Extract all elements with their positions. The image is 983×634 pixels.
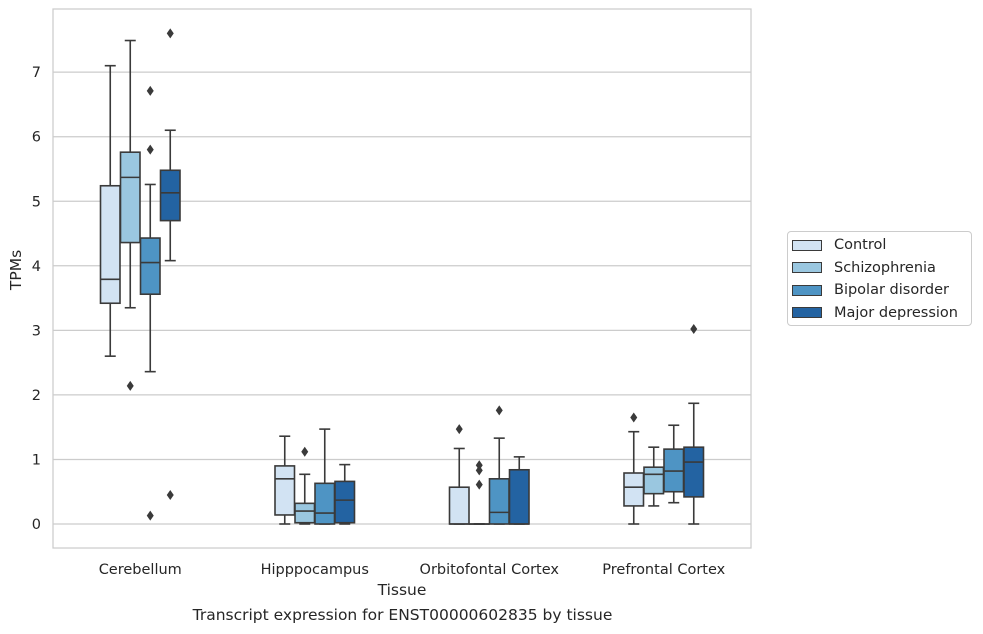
box-control-hipppocampus xyxy=(274,435,296,525)
y-tick-label-3: 3 xyxy=(32,323,41,339)
box-control-cerebellum xyxy=(99,64,121,357)
y-axis-label: TPMs xyxy=(7,250,25,291)
box-major-depression-prefrontal-cortex xyxy=(683,324,705,525)
box-bipolar-disorder-cerebellum xyxy=(139,85,161,521)
box-bipolar-disorder-cerebellum-outlier-1 xyxy=(146,144,154,155)
box-schizophrenia-prefrontal-cortex-iqr xyxy=(643,466,665,495)
box-control-prefrontal-cortex-outlier-0 xyxy=(630,412,638,423)
box-schizophrenia-prefrontal-cortex xyxy=(643,446,665,507)
box-major-depression-orbitofontal-cortex xyxy=(508,456,530,525)
box-schizophrenia-cerebellum-iqr xyxy=(119,151,141,244)
box-major-depression-prefrontal-cortex-iqr xyxy=(683,446,705,498)
box-schizophrenia-orbitofontal-cortex-outlier-0 xyxy=(475,479,483,490)
legend-label-bipolar-disorder: Bipolar disorder xyxy=(834,282,949,298)
y-tick-label-7: 7 xyxy=(32,65,41,81)
x-tick-label-hipppocampus: Hipppocampus xyxy=(261,562,369,578)
legend-swatch-bipolar-disorder xyxy=(792,284,822,296)
legend-item-control: Control xyxy=(792,235,886,255)
x-tick-label-cerebellum: Cerebellum xyxy=(99,562,182,578)
y-tick-label-2: 2 xyxy=(32,388,41,404)
legend-item-major-depression: Major depression xyxy=(792,303,958,323)
box-major-depression-cerebellum xyxy=(159,28,181,500)
box-bipolar-disorder-orbitofontal-cortex xyxy=(488,405,510,525)
box-major-depression-cerebellum-outlier-1 xyxy=(166,28,174,39)
x-tick-labels: Cerebellum Hipppocampus Orbitofontal Corte… xyxy=(99,562,726,578)
legend-swatch-major-depression xyxy=(792,307,822,318)
legend: Control Schizophrenia Bipolar disorder M… xyxy=(787,231,972,326)
box-schizophrenia-orbitofontal-cortex xyxy=(468,460,490,525)
legend-label-major-depression: Major depression xyxy=(834,304,958,321)
box-schizophrenia-hipppocampus xyxy=(294,446,316,525)
x-tick-label-prefrontal-cortex: Prefrontal Cortex xyxy=(602,562,725,578)
box-bipolar-disorder-hipppocampus-iqr xyxy=(314,482,336,525)
box-major-depression-orbitofontal-cortex-iqr xyxy=(508,468,530,525)
box-bipolar-disorder-cerebellum-outlier-2 xyxy=(146,85,154,96)
legend-label-schizophrenia: Schizophrenia xyxy=(834,259,936,276)
box-bipolar-disorder-cerebellum-iqr xyxy=(139,237,161,296)
box-schizophrenia-orbitofontal-cortex-outlier-2 xyxy=(475,460,483,471)
y-tick-label-1: 1 xyxy=(32,452,41,468)
box-schizophrenia-hipppocampus-outlier-0 xyxy=(301,446,309,457)
legend-label-control: Control xyxy=(834,237,887,253)
legend-swatch-schizophrenia xyxy=(792,262,822,273)
box-major-depression-hipppocampus-iqr xyxy=(334,480,356,524)
figure-caption: Transcript expression for ENST0000060283… xyxy=(192,606,613,624)
plot-area xyxy=(52,8,752,549)
y-tick-label-4: 4 xyxy=(32,259,41,275)
box-control-orbitofontal-cortex-iqr xyxy=(448,486,470,525)
box-major-depression-hipppocampus xyxy=(334,463,356,525)
box-schizophrenia-cerebellum-outlier-0 xyxy=(126,380,134,391)
box-major-depression-prefrontal-cortex-outlier-0 xyxy=(690,324,698,335)
box-major-depression-cerebellum-outlier-0 xyxy=(166,489,174,500)
box-major-depression-cerebellum-iqr xyxy=(159,169,181,222)
box-control-hipppocampus-iqr xyxy=(274,465,296,516)
legend-item-bipolar-disorder: Bipolar disorder xyxy=(792,280,949,300)
legend-swatch-control xyxy=(792,239,822,251)
box-bipolar-disorder-cerebellum-outlier-0 xyxy=(146,510,154,521)
box-control-orbitofontal-cortex-outlier-0 xyxy=(455,424,463,435)
box-bipolar-disorder-orbitofontal-cortex-outlier-0 xyxy=(495,405,503,416)
y-tick-label-0: 0 xyxy=(32,517,41,533)
box-control-prefrontal-cortex-iqr xyxy=(623,472,645,507)
box-control-orbitofontal-cortex xyxy=(448,424,470,525)
box-schizophrenia-hipppocampus-iqr xyxy=(294,502,316,524)
x-axis-label: Tissue xyxy=(377,581,427,599)
y-tick-label-5: 5 xyxy=(32,194,41,210)
y-tick-label-6: 6 xyxy=(32,130,41,146)
box-schizophrenia-orbitofontal-cortex-outlier-1 xyxy=(475,465,483,476)
x-tick-label-orbitofontal-cortex: Orbitofontal Cortex xyxy=(420,562,560,578)
legend-item-schizophrenia: Schizophrenia xyxy=(792,258,936,278)
box-control-cerebellum-iqr xyxy=(99,184,121,305)
box-bipolar-disorder-orbitofontal-cortex-iqr xyxy=(488,478,510,525)
box-schizophrenia-cerebellum xyxy=(119,39,141,391)
box-series xyxy=(99,28,705,525)
y-tick-labels: 0 1 2 3 4 5 6 7 xyxy=(32,65,41,533)
